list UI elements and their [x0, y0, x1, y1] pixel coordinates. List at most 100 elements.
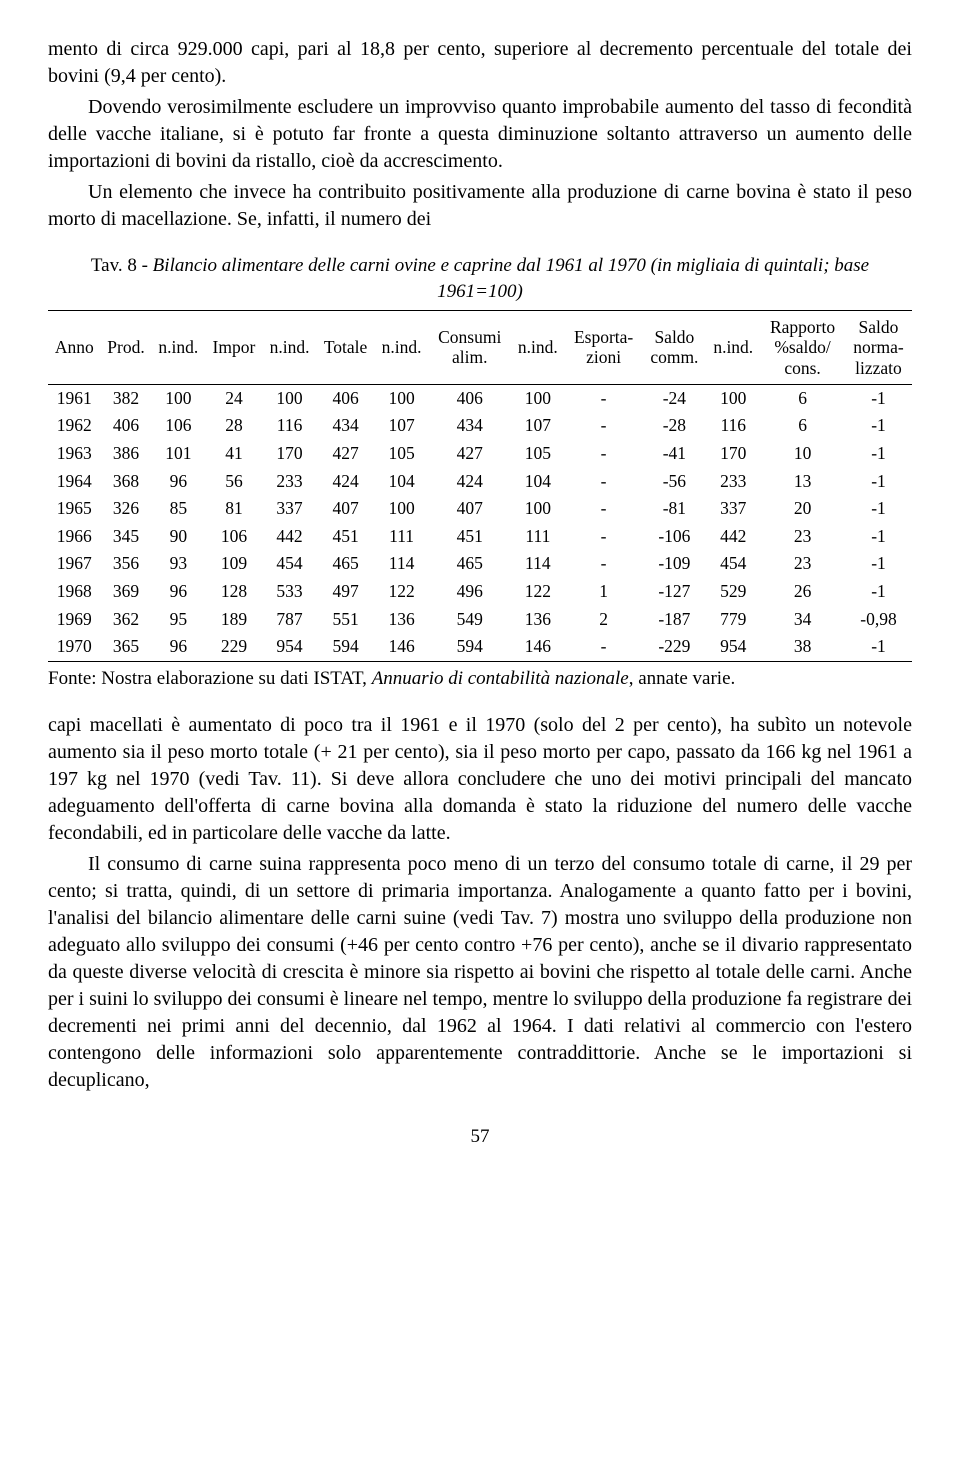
table-cell: 368 [101, 468, 152, 496]
table-cell: 496 [429, 578, 511, 606]
data-table: AnnoProd.n.ind.Imporn.ind.Totalen.ind.Co… [48, 310, 912, 662]
table-cell: 122 [511, 578, 565, 606]
table-cell: 326 [101, 495, 152, 523]
table-source: Fonte: Nostra elaborazione su dati ISTAT… [48, 666, 912, 692]
table-cell: 779 [706, 606, 760, 634]
table-cell: 136 [511, 606, 565, 634]
table-cell: 104 [511, 468, 565, 496]
table-cell: 85 [151, 495, 205, 523]
table-header-cell: Saldocomm. [642, 311, 706, 384]
table-cell: 34 [760, 606, 845, 634]
table-cell: -28 [642, 412, 706, 440]
table-cell: 551 [316, 606, 374, 634]
table-cell: 1965 [48, 495, 101, 523]
table-cell: -81 [642, 495, 706, 523]
table-cell: 356 [101, 550, 152, 578]
table-cell: 406 [429, 384, 511, 412]
table-cell: 20 [760, 495, 845, 523]
table-cell: -1 [845, 578, 912, 606]
table-header-cell: n.ind. [375, 311, 429, 384]
table-cell: -1 [845, 384, 912, 412]
table-cell: 386 [101, 440, 152, 468]
table-cell: 101 [151, 440, 205, 468]
table-cell: 594 [316, 633, 374, 661]
table-cell: 100 [511, 495, 565, 523]
table-row: 1969362951897875511365491362-18777934-0,… [48, 606, 912, 634]
table-cell: 96 [151, 633, 205, 661]
table-cell: 1962 [48, 412, 101, 440]
table-cell: 497 [316, 578, 374, 606]
table-cell: 114 [511, 550, 565, 578]
page-number: 57 [48, 1124, 912, 1150]
table-cell: - [565, 633, 643, 661]
source-italic: Annuario di contabilità nazionale [372, 668, 629, 689]
table-cell: - [565, 550, 643, 578]
table-cell: 105 [375, 440, 429, 468]
table-cell: 122 [375, 578, 429, 606]
table-cell: 100 [263, 384, 317, 412]
paragraph-body: Un elemento che invece ha contribuito po… [48, 179, 912, 233]
table-cell: -1 [845, 523, 912, 551]
table-row: 197036596229954594146594146--22995438-1 [48, 633, 912, 661]
table-cell: 337 [263, 495, 317, 523]
table-cell: -1 [845, 550, 912, 578]
table-cell: 1964 [48, 468, 101, 496]
table-header-cell: Consumialim. [429, 311, 511, 384]
table-row: 196240610628116434107434107--281166-1 [48, 412, 912, 440]
table-cell: 41 [205, 440, 262, 468]
table-cell: 442 [706, 523, 760, 551]
table-cell: 465 [429, 550, 511, 578]
table-header-cell: Totale [316, 311, 374, 384]
table-row: 196735693109454465114465114--10945423-1 [48, 550, 912, 578]
table-header-row: AnnoProd.n.ind.Imporn.ind.Totalen.ind.Co… [48, 311, 912, 384]
source-suffix: , annate varie. [629, 668, 736, 689]
table-cell: 233 [263, 468, 317, 496]
table-cell: 28 [205, 412, 262, 440]
table-cell: 434 [316, 412, 374, 440]
table-cell: -1 [845, 633, 912, 661]
table-cell: 56 [205, 468, 262, 496]
table-row: 196138210024100406100406100--241006-1 [48, 384, 912, 412]
table-cell: 23 [760, 550, 845, 578]
table-header-cell: Prod. [101, 311, 152, 384]
table-cell: 1970 [48, 633, 101, 661]
table-cell: 107 [511, 412, 565, 440]
source-prefix: Fonte: Nostra elaborazione su dati ISTAT… [48, 668, 372, 689]
table-cell: 100 [151, 384, 205, 412]
table-cell: 365 [101, 633, 152, 661]
table-cell: -106 [642, 523, 706, 551]
table-cell: - [565, 523, 643, 551]
table-cell: 1967 [48, 550, 101, 578]
table-cell: 96 [151, 578, 205, 606]
table-cell: 10 [760, 440, 845, 468]
table-cell: 95 [151, 606, 205, 634]
table-cell: 454 [706, 550, 760, 578]
table-cell: 549 [429, 606, 511, 634]
table-cell: 23 [760, 523, 845, 551]
table-cell: 233 [706, 468, 760, 496]
table-cell: 170 [263, 440, 317, 468]
table-cell: 406 [316, 384, 374, 412]
table-cell: 104 [375, 468, 429, 496]
table-caption: Tav. 8 - Bilancio alimentare delle carni… [48, 253, 912, 304]
table-cell: 1966 [48, 523, 101, 551]
table-cell: - [565, 384, 643, 412]
table-header-cell: Esporta-zioni [565, 311, 643, 384]
table-row: 196338610141170427105427105--4117010-1 [48, 440, 912, 468]
table-header-cell: n.ind. [511, 311, 565, 384]
table-cell: 100 [511, 384, 565, 412]
table-cell: 2 [565, 606, 643, 634]
paragraph-body: Il consumo di carne suina rappresenta po… [48, 851, 912, 1094]
table-cell: 1961 [48, 384, 101, 412]
table-cell: 1969 [48, 606, 101, 634]
table-header-cell: Anno [48, 311, 101, 384]
table-cell: 128 [205, 578, 262, 606]
table-cell: 345 [101, 523, 152, 551]
table-cell: 13 [760, 468, 845, 496]
table-cell: 105 [511, 440, 565, 468]
table-cell: -1 [845, 412, 912, 440]
table-cell: 465 [316, 550, 374, 578]
table-cell: 954 [706, 633, 760, 661]
table-cell: 533 [263, 578, 317, 606]
table-cell: 111 [511, 523, 565, 551]
